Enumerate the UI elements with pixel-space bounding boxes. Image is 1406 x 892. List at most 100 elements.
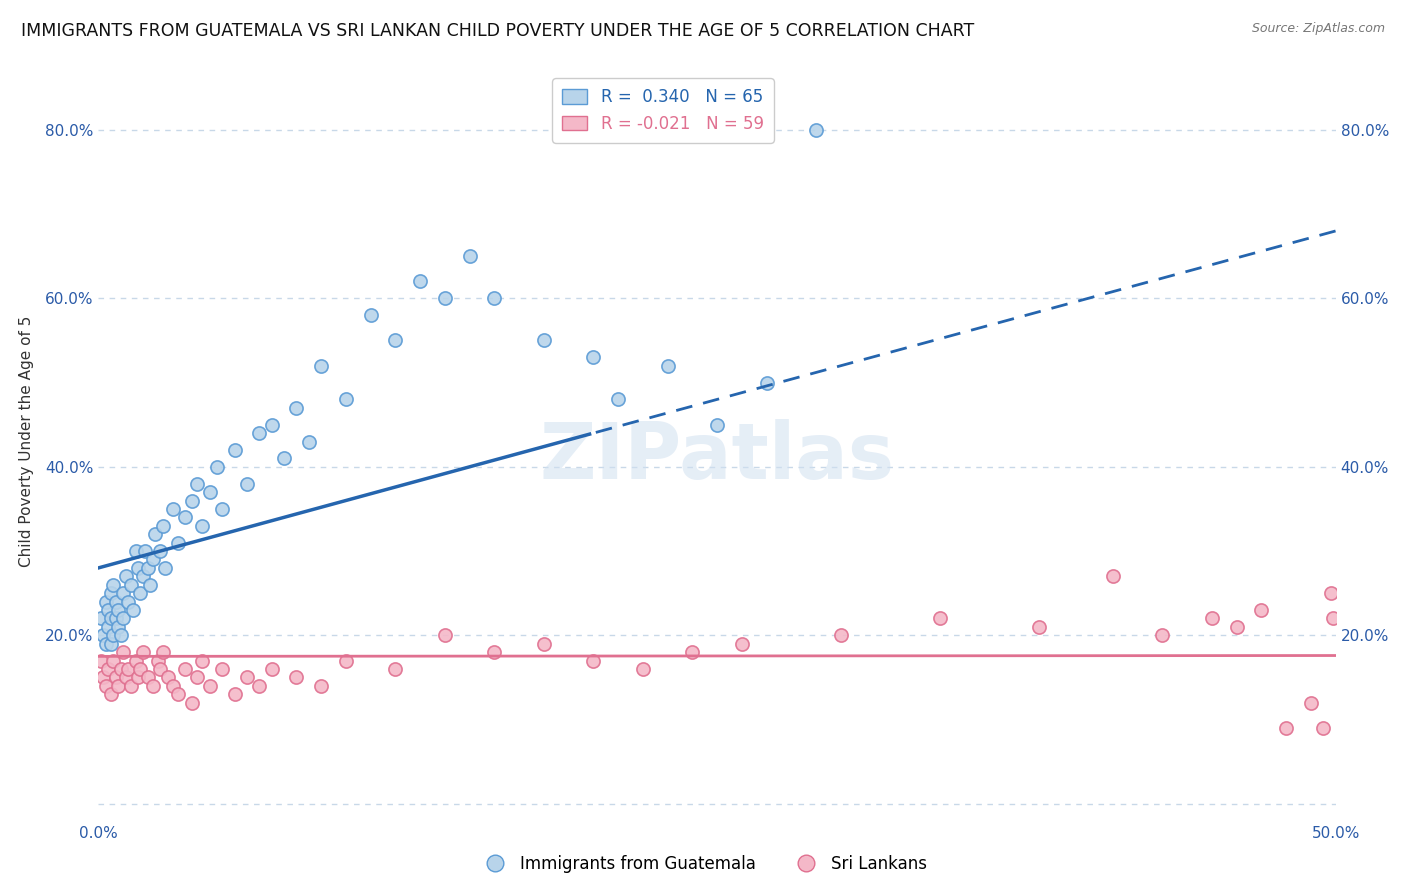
Point: [112, 611, 135, 625]
Point: [124, 544, 146, 558]
Point: [384, 662, 406, 676]
Point: [1226, 620, 1249, 634]
Point: [152, 645, 174, 659]
Point: [117, 662, 139, 676]
Point: [107, 603, 129, 617]
Point: [104, 611, 127, 625]
Point: [149, 544, 172, 558]
Point: [607, 392, 630, 407]
Point: [731, 637, 754, 651]
Point: [127, 670, 149, 684]
Point: [681, 645, 703, 659]
Point: [1322, 611, 1344, 625]
Point: [384, 334, 406, 348]
Point: [285, 670, 308, 684]
Point: [114, 670, 136, 684]
Point: [211, 662, 233, 676]
Point: [142, 679, 165, 693]
Point: [100, 586, 122, 600]
Point: [260, 417, 283, 432]
Point: [224, 442, 246, 457]
Point: [236, 476, 259, 491]
Point: [127, 561, 149, 575]
Point: [205, 459, 228, 474]
Point: [94, 594, 117, 608]
Point: [166, 535, 188, 549]
Point: [93, 670, 115, 684]
Point: [104, 670, 127, 684]
Point: [162, 679, 184, 693]
Point: [156, 670, 179, 684]
Point: [100, 637, 122, 651]
Point: [103, 578, 125, 592]
Point: [533, 637, 555, 651]
Point: [706, 417, 728, 432]
Point: [104, 594, 127, 608]
Point: [112, 586, 135, 600]
Point: [120, 578, 142, 592]
Point: [1201, 611, 1223, 625]
Point: [100, 611, 122, 625]
Point: [90, 654, 112, 668]
Point: [97, 620, 120, 634]
Point: [433, 291, 456, 305]
Point: [657, 359, 679, 373]
Point: [136, 561, 159, 575]
Point: [224, 687, 246, 701]
Point: [124, 654, 146, 668]
Point: [103, 654, 125, 668]
Point: [107, 620, 129, 634]
Point: [211, 502, 233, 516]
Point: [146, 654, 169, 668]
Point: [1319, 586, 1341, 600]
Point: [114, 569, 136, 583]
Point: [117, 594, 139, 608]
Point: [285, 401, 308, 415]
Point: [155, 561, 177, 575]
Point: [830, 628, 852, 642]
Point: [247, 426, 270, 441]
Point: [93, 628, 115, 642]
Point: [335, 654, 357, 668]
Point: [97, 662, 120, 676]
Point: [103, 628, 125, 642]
Text: Source: ZipAtlas.com: Source: ZipAtlas.com: [1251, 22, 1385, 36]
Point: [484, 291, 506, 305]
Point: [1102, 569, 1125, 583]
Point: [100, 687, 122, 701]
Point: [143, 527, 166, 541]
Point: [360, 308, 382, 322]
Legend: Immigrants from Guatemala, Sri Lankans: Immigrants from Guatemala, Sri Lankans: [472, 848, 934, 880]
Point: [110, 662, 132, 676]
Point: [166, 687, 188, 701]
Point: [247, 679, 270, 693]
Point: [335, 392, 357, 407]
Point: [110, 628, 132, 642]
Point: [174, 662, 197, 676]
Point: [94, 679, 117, 693]
Point: [149, 662, 172, 676]
Text: ZIPatlas: ZIPatlas: [540, 418, 894, 495]
Point: [1299, 696, 1322, 710]
Point: [298, 434, 321, 449]
Point: [90, 611, 112, 625]
Point: [1028, 620, 1050, 634]
Point: [112, 645, 135, 659]
Point: [309, 679, 332, 693]
Point: [804, 123, 827, 137]
Point: [928, 611, 950, 625]
Point: [134, 544, 156, 558]
Point: [484, 645, 506, 659]
Point: [152, 518, 174, 533]
Point: [129, 662, 152, 676]
Point: [191, 654, 214, 668]
Point: [139, 578, 162, 592]
Y-axis label: Child Poverty Under the Age of 5: Child Poverty Under the Age of 5: [18, 316, 34, 567]
Point: [181, 696, 204, 710]
Point: [94, 637, 117, 651]
Legend: R =  0.340   N = 65, R = -0.021   N = 59: R = 0.340 N = 65, R = -0.021 N = 59: [553, 78, 773, 143]
Point: [136, 670, 159, 684]
Point: [122, 603, 145, 617]
Point: [533, 334, 555, 348]
Point: [631, 662, 654, 676]
